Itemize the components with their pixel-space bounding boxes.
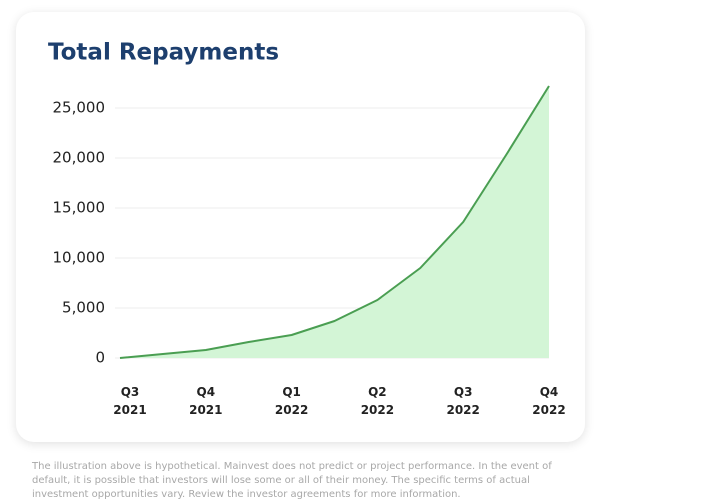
footnote: The illustration above is hypothetical. … bbox=[32, 461, 552, 500]
x-tick-label: Q1 2022 bbox=[274, 385, 309, 417]
area-fill bbox=[120, 86, 549, 358]
y-tick-label: 25,000 bbox=[53, 99, 106, 117]
x-tick-label: Q4 2022 bbox=[532, 385, 566, 417]
y-tick-label: 0 bbox=[95, 349, 105, 367]
y-tick-label: 10,000 bbox=[53, 249, 106, 267]
y-tick-label: 5,000 bbox=[62, 299, 105, 317]
x-tick-label: Q2 2022 bbox=[360, 385, 395, 417]
y-tick-label: 15,000 bbox=[53, 199, 106, 217]
x-tick-label: Q3 2022 bbox=[446, 385, 480, 417]
y-tick-label: 20,000 bbox=[53, 149, 106, 167]
chart-title: Total Repayments bbox=[48, 40, 279, 66]
x-tick-label: Q4 2021 bbox=[189, 385, 223, 417]
x-tick-label: Q3 2021 bbox=[113, 385, 147, 417]
area-line bbox=[119, 85, 550, 359]
